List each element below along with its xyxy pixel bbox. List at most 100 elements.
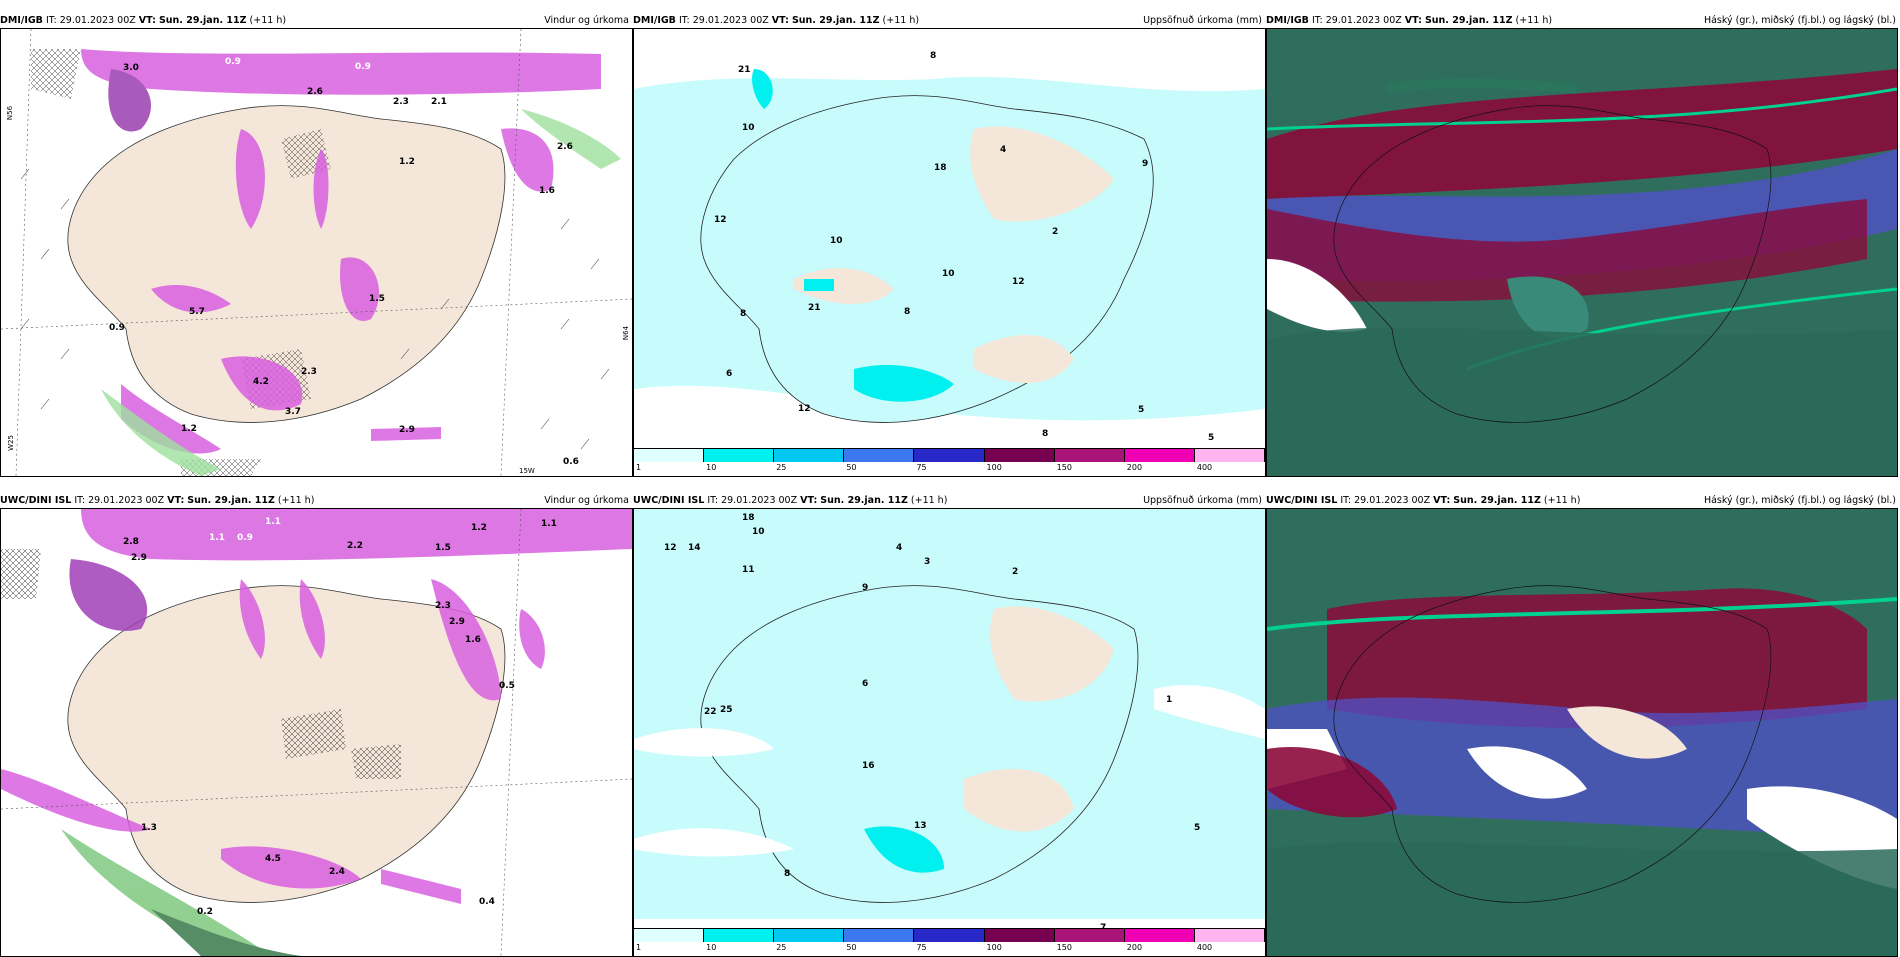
panel-dmi-precip: DMI/IGB IT: 29.01.2023 00Z VT: Sun. 29.j… [633,14,1266,477]
colorbar-label: 75 [916,463,927,472]
wind-label: 0.9 [109,323,125,333]
wind-label: 0.9 [237,533,253,543]
panel-title: Uppsöfnuð úrkoma (mm) [1143,15,1262,26]
wind-label: 1.6 [539,186,555,196]
wind-label: 2.2 [347,541,363,551]
colorbar-cell [914,928,985,942]
precip-label: 13 [914,821,927,831]
colorbar-cell [704,448,775,462]
precip-label: 16 [862,761,875,771]
precip-label: 12 [798,404,811,414]
colorbar-label: 400 [1196,943,1213,952]
colorbar-cell [1054,928,1125,942]
wind-label: 2.4 [329,867,345,877]
wind-label: 0.5 [499,681,515,691]
wind-label: 0.4 [479,897,495,907]
wind-label: 1.6 [465,635,481,645]
precip-label: 21 [738,65,751,75]
colorbar-label: 25 [776,463,787,472]
colorbar-cell [844,448,915,462]
map-frame[interactable]: 18 12 14 11 10 9 6 4 3 2 1 13 22 25 16 7… [633,508,1266,957]
wind-label: 0.9 [225,57,241,67]
wind-label: 2.9 [449,617,465,627]
wind-label: 1.2 [471,523,487,533]
colorbar-label: 150 [1056,463,1072,472]
colorbar-label: 50 [846,463,857,472]
colorbar-label: 150 [1056,943,1072,952]
lon-label: W25 [6,435,15,451]
panel-dmi-wind: DMI/IGB IT: 29.01.2023 00Z VT: Sun. 29.j… [0,14,633,477]
precip-label: 1 [1166,695,1173,705]
panel-header: UWC/DINI ISL IT: 29.01.2023 00Z VT: Sun.… [633,495,948,506]
precip-label: 11 [742,565,755,575]
panel-uwc-precip: UWC/DINI ISL IT: 29.01.2023 00Z VT: Sun.… [633,494,1266,957]
colorbar-cell [1194,448,1265,462]
precip-label: 22 [704,707,717,717]
wind-label: 2.1 [431,97,447,107]
wind-label: 2.6 [557,142,573,152]
colorbar-cell [774,448,845,462]
precip-label: 12 [664,543,677,553]
colorbar-label: 25 [776,943,787,952]
colorbar-cell [634,448,705,462]
colorbar-label: 200 [1126,463,1143,472]
panel-uwc-wind: UWC/DINI ISL IT: 29.01.2023 00Z VT: Sun.… [0,494,633,957]
wind-label: 1.1 [265,517,281,527]
wind-label: 0.2 [197,907,213,917]
precip-label: 4 [1000,145,1007,155]
precip-label: 8 [740,309,747,319]
map-frame[interactable]: 3.0 0.9 0.9 2.6 2.3 2.1 1.2 2.6 1.6 1.5 … [0,28,633,477]
wind-label: 2.3 [301,367,317,377]
colorbar-cell [774,928,845,942]
colorbar: 1 10 25 50 75 100 150 200 400 [634,448,1265,476]
wind-label: 3.7 [285,407,301,417]
wind-label: 0.6 [563,457,579,467]
map-frame[interactable] [1266,28,1898,477]
precip-label: 6 [726,369,733,379]
precip-label: 8 [904,307,911,317]
wind-label: 1.2 [399,157,415,167]
colorbar-cell [844,928,915,942]
wind-label: 5.7 [189,307,205,317]
map-frame[interactable] [1266,508,1898,957]
cloud-map [1267,29,1897,476]
precip-label: 9 [862,583,869,593]
colorbar-cell [984,448,1055,462]
colorbar-cell [1124,928,1195,942]
wind-precip-map [1,509,632,956]
wind-label: 1.5 [435,543,451,553]
wind-precip-map [1,29,632,476]
panel-dmi-clouds: DMI/IGB IT: 29.01.2023 00Z VT: Sun. 29.j… [1266,14,1900,477]
precip-label: 2 [1012,567,1019,577]
wind-barbs [20,168,610,450]
wind-label: 2.3 [393,97,409,107]
colorbar-label: 400 [1196,463,1213,472]
lon-label: 15W [519,467,535,475]
wind-label: 2.9 [131,553,147,563]
panel-header: UWC/DINI ISL IT: 29.01.2023 00Z VT: Sun.… [0,495,315,506]
precip-label: 21 [808,303,821,313]
colorbar-label: 1 [636,463,642,472]
colorbar-label: 75 [916,943,927,952]
panel-title: Vindur og úrkoma [544,15,629,26]
lat-label: N64 [622,325,631,341]
colorbar-cell [1124,448,1195,462]
map-frame[interactable]: 8 21 10 12 10 18 4 9 2 12 21 8 8 12 5 5 … [633,28,1266,477]
map-frame[interactable]: 2.8 2.9 1.1 0.9 1.1 2.2 1.5 1.2 2.3 2.9 … [0,508,633,957]
colorbar-label: 200 [1126,943,1143,952]
wind-label: 1.2 [181,424,197,434]
wind-label: 0.9 [355,62,371,72]
wind-label: 2.6 [307,87,323,97]
precip-label: 5 [1138,405,1145,415]
precip-map [634,49,1265,439]
precip-label: 5 [1208,433,1215,443]
precip-map [634,509,1265,919]
colorbar-cell [1054,448,1125,462]
wind-label: 4.2 [253,377,269,387]
precip-label: 10 [742,123,755,133]
colorbar-label: 10 [706,463,717,472]
wind-label: 1.3 [141,823,157,833]
panel-uwc-clouds: UWC/DINI ISL IT: 29.01.2023 00Z VT: Sun.… [1266,494,1900,957]
precip-label: 9 [1142,159,1149,169]
colorbar-label: 1 [636,943,642,952]
